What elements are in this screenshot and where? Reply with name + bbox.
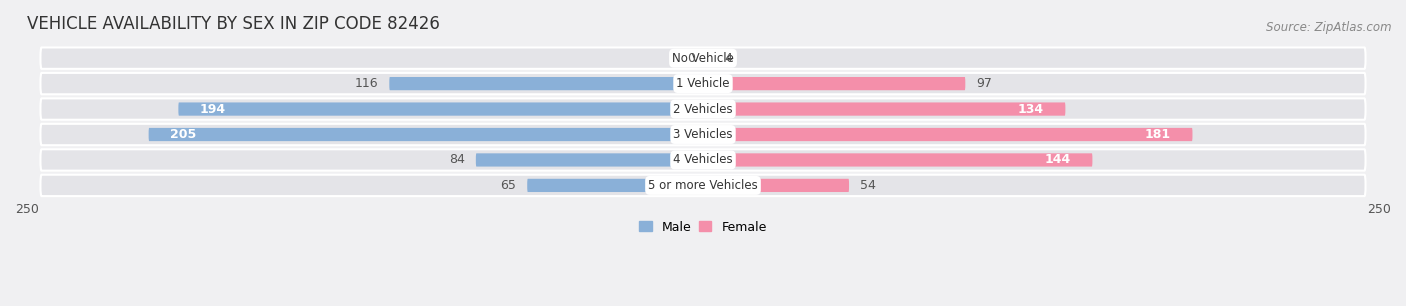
FancyBboxPatch shape — [703, 103, 1066, 116]
FancyBboxPatch shape — [149, 128, 703, 141]
Text: 144: 144 — [1045, 153, 1071, 166]
FancyBboxPatch shape — [41, 175, 1365, 196]
Text: 134: 134 — [1018, 103, 1043, 116]
Text: 2 Vehicles: 2 Vehicles — [673, 103, 733, 116]
FancyBboxPatch shape — [703, 153, 1092, 166]
FancyBboxPatch shape — [41, 73, 1365, 94]
Text: 84: 84 — [449, 153, 465, 166]
Text: VEHICLE AVAILABILITY BY SEX IN ZIP CODE 82426: VEHICLE AVAILABILITY BY SEX IN ZIP CODE … — [27, 15, 440, 33]
FancyBboxPatch shape — [41, 149, 1365, 171]
FancyBboxPatch shape — [41, 124, 1365, 145]
FancyBboxPatch shape — [41, 98, 1365, 120]
Text: 181: 181 — [1144, 128, 1171, 141]
FancyBboxPatch shape — [527, 179, 703, 192]
Text: 3 Vehicles: 3 Vehicles — [673, 128, 733, 141]
Text: Source: ZipAtlas.com: Source: ZipAtlas.com — [1267, 21, 1392, 34]
Text: 116: 116 — [354, 77, 378, 90]
Text: 0: 0 — [688, 52, 695, 65]
Text: No Vehicle: No Vehicle — [672, 52, 734, 65]
FancyBboxPatch shape — [703, 128, 1192, 141]
Text: 205: 205 — [170, 128, 197, 141]
Text: 1 Vehicle: 1 Vehicle — [676, 77, 730, 90]
FancyBboxPatch shape — [389, 77, 703, 90]
FancyBboxPatch shape — [179, 103, 703, 116]
Text: 5 or more Vehicles: 5 or more Vehicles — [648, 179, 758, 192]
Text: 4: 4 — [724, 52, 733, 65]
Text: 97: 97 — [976, 77, 993, 90]
FancyBboxPatch shape — [703, 51, 714, 65]
Text: 4 Vehicles: 4 Vehicles — [673, 153, 733, 166]
FancyBboxPatch shape — [703, 179, 849, 192]
Text: 65: 65 — [501, 179, 516, 192]
FancyBboxPatch shape — [41, 47, 1365, 69]
Text: 54: 54 — [860, 179, 876, 192]
FancyBboxPatch shape — [475, 153, 703, 166]
Legend: Male, Female: Male, Female — [634, 216, 772, 239]
Text: 194: 194 — [200, 103, 226, 116]
FancyBboxPatch shape — [703, 77, 966, 90]
